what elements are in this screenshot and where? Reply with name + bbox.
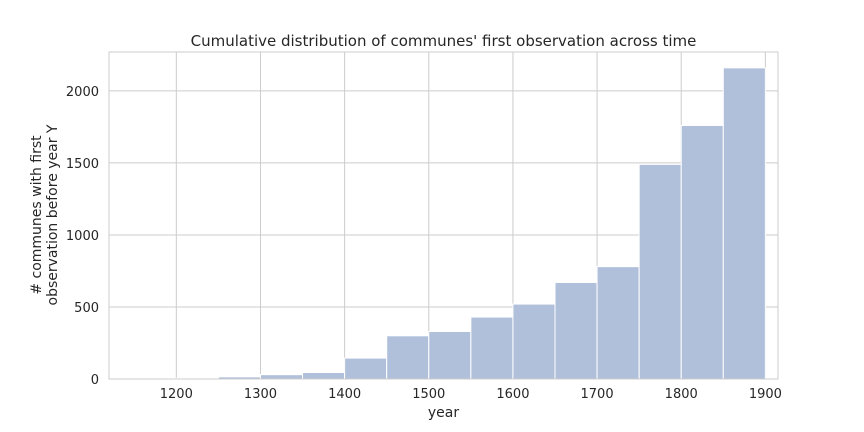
histogram-bar bbox=[386, 335, 430, 380]
y-tick-labels: 0 500 1000 1500 2000 bbox=[66, 85, 99, 388]
x-tick-label: 1200 bbox=[160, 387, 193, 402]
y-tick-label: 1000 bbox=[66, 229, 99, 244]
histogram-bar bbox=[302, 372, 346, 380]
y-tick-label: 0 bbox=[91, 373, 99, 388]
histogram-bar bbox=[722, 67, 766, 380]
x-tick-labels: 1200 1300 1400 1500 1600 1700 1800 1900 bbox=[160, 387, 782, 402]
plot-frame bbox=[108, 51, 779, 380]
histogram-bar bbox=[512, 303, 556, 380]
y-tick-label: 2000 bbox=[66, 85, 99, 100]
histogram-bar bbox=[344, 357, 388, 380]
histogram-bar bbox=[638, 163, 682, 380]
histogram-bar bbox=[680, 124, 724, 380]
y-axis-label-line-1: # communes with first bbox=[29, 135, 45, 295]
histogram-bar bbox=[470, 316, 514, 380]
y-tick-label: 500 bbox=[74, 301, 99, 316]
x-tick-label: 1600 bbox=[496, 387, 529, 402]
y-axis-label: # communes with first observation before… bbox=[29, 124, 61, 305]
x-tick-label: 1400 bbox=[328, 387, 361, 402]
y-axis-label-line-2: observation before year Y bbox=[45, 124, 61, 305]
histogram-bar bbox=[259, 374, 304, 380]
bars bbox=[133, 67, 766, 380]
x-tick-label: 1900 bbox=[749, 387, 782, 402]
y-tick-label: 1500 bbox=[66, 157, 99, 172]
histogram-bar bbox=[428, 330, 472, 380]
x-tick-label: 1300 bbox=[244, 387, 277, 402]
histogram-bar bbox=[554, 281, 598, 380]
x-axis-label: year bbox=[428, 405, 459, 421]
x-tick-label: 1500 bbox=[412, 387, 445, 402]
x-tick-label: 1700 bbox=[581, 387, 614, 402]
chart-title: Cumulative distribution of communes' fir… bbox=[191, 32, 697, 50]
histogram-bar bbox=[596, 266, 640, 380]
x-tick-label: 1800 bbox=[665, 387, 698, 402]
